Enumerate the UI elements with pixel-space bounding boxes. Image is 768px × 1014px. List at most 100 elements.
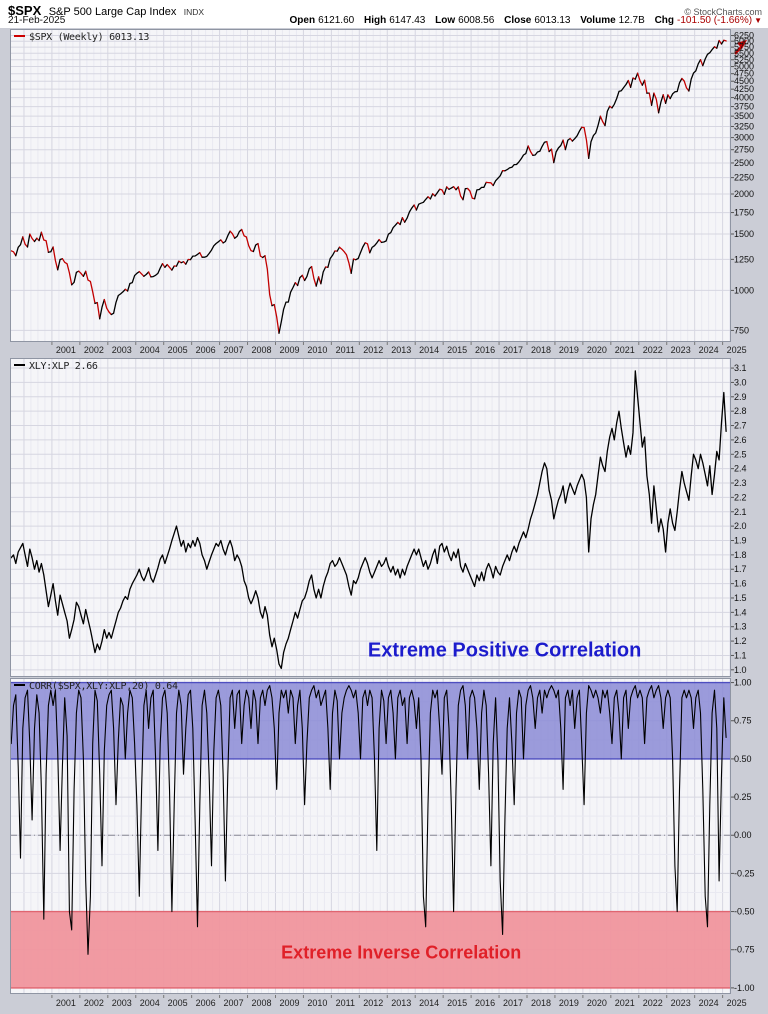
svg-text:2013: 2013 bbox=[391, 998, 411, 1008]
svg-text:2005: 2005 bbox=[168, 998, 188, 1008]
svg-text:2022: 2022 bbox=[643, 998, 663, 1008]
svg-text:3000: 3000 bbox=[734, 133, 754, 143]
svg-text:1.1: 1.1 bbox=[734, 650, 747, 660]
exchange-tag: INDX bbox=[183, 7, 205, 17]
svg-text:2001: 2001 bbox=[56, 998, 76, 1008]
svg-text:0.00: 0.00 bbox=[734, 830, 752, 840]
svg-text:2004: 2004 bbox=[140, 345, 160, 355]
svg-text:2009: 2009 bbox=[279, 345, 299, 355]
svg-text:2018: 2018 bbox=[531, 345, 551, 355]
svg-text:2.0: 2.0 bbox=[734, 521, 747, 531]
svg-text:5750: 5750 bbox=[734, 42, 754, 52]
svg-text:2021: 2021 bbox=[615, 345, 635, 355]
svg-text:2024: 2024 bbox=[699, 345, 719, 355]
svg-text:1.00: 1.00 bbox=[734, 678, 752, 688]
svg-text:2015: 2015 bbox=[447, 345, 467, 355]
svg-text:-0.25: -0.25 bbox=[734, 868, 755, 878]
correlation-legend: CORR($SPX,XLY:XLP,20) 0.64 bbox=[14, 681, 178, 692]
stockcharts-credit: © StockCharts.com bbox=[684, 7, 762, 17]
svg-text:2.2: 2.2 bbox=[734, 492, 747, 502]
x-axis-years-bottom: 2001 2002 2003 2004 2005 2006 2007 2008 2009 2010… bbox=[51, 995, 747, 1008]
svg-text:2006: 2006 bbox=[196, 998, 216, 1008]
spx-chart: 6250600057505500525050004750450042504000… bbox=[10, 29, 754, 342]
svg-text:2014: 2014 bbox=[419, 345, 439, 355]
svg-text:2023: 2023 bbox=[671, 345, 691, 355]
svg-text:-0.75: -0.75 bbox=[734, 945, 755, 955]
spx-legend-text: $SPX (Weekly) 6013.13 bbox=[29, 32, 150, 43]
extreme-positive-correlation-annotation: Extreme Positive Correlation bbox=[367, 639, 642, 662]
xlyxlp-legend-dash-icon bbox=[14, 364, 25, 366]
open-label: Open bbox=[289, 15, 316, 26]
svg-text:2016: 2016 bbox=[475, 998, 495, 1008]
correlation-legend-text: CORR($SPX,XLY:XLP,20) 0.64 bbox=[29, 681, 178, 692]
close-value: 6013.13 bbox=[534, 15, 571, 26]
svg-text:3500: 3500 bbox=[734, 111, 754, 121]
svg-text:1.7: 1.7 bbox=[734, 564, 747, 574]
svg-text:2012: 2012 bbox=[363, 345, 383, 355]
svg-text:2010: 2010 bbox=[307, 998, 327, 1008]
svg-text:1.4: 1.4 bbox=[734, 607, 747, 617]
x-axis-years-top: 2001 2002 2003 2004 2005 2006 2007 2008 2009 2010… bbox=[51, 342, 747, 355]
svg-text:2012: 2012 bbox=[363, 998, 383, 1008]
svg-text:2000: 2000 bbox=[734, 189, 754, 199]
svg-text:2.5: 2.5 bbox=[734, 449, 747, 459]
svg-text:4000: 4000 bbox=[734, 93, 754, 103]
xlyxlp-legend-text: XLY:XLP 2.66 bbox=[29, 361, 98, 372]
svg-text:1.8: 1.8 bbox=[734, 550, 747, 560]
svg-text:2015: 2015 bbox=[447, 998, 467, 1008]
svg-text:0.50: 0.50 bbox=[734, 754, 752, 764]
low-value: 6008.56 bbox=[458, 15, 495, 26]
svg-text:2.3: 2.3 bbox=[734, 478, 747, 488]
extreme-inverse-correlation-annotation: Extreme Inverse Correlation bbox=[281, 942, 522, 963]
svg-text:1.5: 1.5 bbox=[734, 593, 747, 603]
svg-text:2014: 2014 bbox=[419, 998, 439, 1008]
svg-text:0.75: 0.75 bbox=[734, 716, 752, 726]
svg-text:3.0: 3.0 bbox=[734, 377, 747, 387]
svg-text:2250: 2250 bbox=[734, 173, 754, 183]
open-value: 6121.60 bbox=[318, 15, 355, 26]
svg-text:2010: 2010 bbox=[307, 345, 327, 355]
svg-text:2017: 2017 bbox=[503, 998, 523, 1008]
svg-text:2013: 2013 bbox=[391, 345, 411, 355]
change-down-icon: ▼ bbox=[754, 16, 762, 25]
svg-text:1.3: 1.3 bbox=[734, 622, 747, 632]
svg-text:1.9: 1.9 bbox=[734, 535, 747, 545]
svg-text:2011: 2011 bbox=[336, 998, 355, 1008]
svg-text:2008: 2008 bbox=[251, 998, 271, 1008]
svg-text:5500: 5500 bbox=[734, 48, 754, 58]
chg-label: Chg bbox=[654, 15, 675, 26]
svg-text:1250: 1250 bbox=[734, 254, 754, 264]
svg-text:1750: 1750 bbox=[734, 208, 754, 218]
svg-text:4250: 4250 bbox=[734, 84, 754, 94]
svg-text:2019: 2019 bbox=[559, 998, 579, 1008]
chart-area: $SPX (Weekly) 6013.13 XLY:XLP 2.66 CORR(… bbox=[0, 28, 768, 1014]
quote-date: 21-Feb-2025 bbox=[8, 15, 66, 26]
svg-text:2022: 2022 bbox=[643, 345, 663, 355]
svg-text:2025: 2025 bbox=[727, 345, 747, 355]
svg-text:2009: 2009 bbox=[279, 998, 299, 1008]
chart-header: $SPX S&P 500 Large Cap Index INDX © Stoc… bbox=[0, 0, 768, 28]
correlation-legend-dash-icon bbox=[14, 684, 25, 686]
svg-text:2004: 2004 bbox=[140, 998, 160, 1008]
svg-text:2024: 2024 bbox=[699, 998, 719, 1008]
svg-text:2007: 2007 bbox=[224, 998, 244, 1008]
svg-text:2003: 2003 bbox=[112, 998, 132, 1008]
svg-text:2750: 2750 bbox=[734, 145, 754, 155]
svg-text:3.1: 3.1 bbox=[734, 363, 747, 373]
close-label: Close bbox=[504, 15, 532, 26]
title-row: $SPX S&P 500 Large Cap Index INDX © Stoc… bbox=[8, 2, 762, 18]
symbol: $SPX bbox=[8, 3, 42, 18]
svg-text:1000: 1000 bbox=[734, 285, 754, 295]
svg-text:2017: 2017 bbox=[503, 345, 523, 355]
quote-row: 21-Feb-2025 Open 6121.60 High 6147.43 Low 6… bbox=[8, 15, 762, 28]
correlation-chart: 1.00 0.75 0.50 0.25 0.00 -0.25 -0.50 -0.75 -1.00 bbox=[10, 678, 755, 994]
title-group: $SPX S&P 500 Large Cap Index INDX bbox=[8, 2, 204, 20]
svg-text:5250: 5250 bbox=[734, 55, 754, 65]
svg-text:2002: 2002 bbox=[84, 345, 104, 355]
svg-text:1500: 1500 bbox=[734, 229, 754, 239]
svg-text:3750: 3750 bbox=[734, 102, 754, 112]
symbol-name: S&P 500 Large Cap Index bbox=[48, 6, 177, 18]
svg-text:-0.50: -0.50 bbox=[734, 907, 755, 917]
svg-text:2.1: 2.1 bbox=[734, 507, 747, 517]
svg-text:2016: 2016 bbox=[475, 345, 495, 355]
